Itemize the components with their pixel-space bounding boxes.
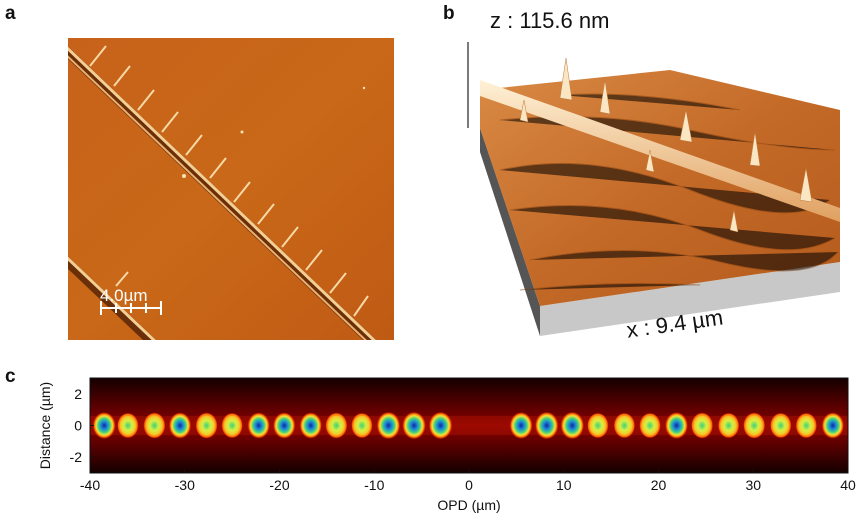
x-tick-label: -30 (175, 477, 195, 493)
afm-fiber2-main (68, 256, 156, 340)
afm-3d-rendering (440, 0, 863, 360)
interference-spot (534, 411, 559, 440)
afm-3d-svg (467, 42, 840, 336)
interference-spot (195, 412, 218, 439)
interference-spot (560, 411, 585, 440)
afm-surface (480, 70, 840, 306)
panel-letter-b: b (443, 3, 455, 24)
interference-spot (351, 412, 373, 439)
interference-spot (117, 412, 139, 439)
interference-spot (690, 412, 714, 439)
opd-heatmap-panel: -40 -30 -20 -10 0 10 20 30 40 2 0 -2 OPD (µm) Dist… (0, 360, 863, 524)
x-tick-label: 30 (745, 477, 761, 493)
afm-ridge (480, 80, 840, 222)
afm-image-svg (68, 38, 394, 340)
afm-fiber2-shadow (68, 256, 157, 340)
z-range-label: z : 115.6 nm (490, 8, 610, 33)
interference-spot (795, 412, 818, 439)
x-tick-label: -10 (364, 477, 384, 493)
y-tick-label: -2 (70, 449, 83, 465)
interference-spot (376, 411, 401, 440)
interference-spot (299, 412, 323, 439)
x-axis-label: OPD (µm) (437, 497, 500, 513)
x-tick-label: 0 (465, 477, 473, 493)
afm-fiber-edge (68, 55, 367, 340)
y-tick-label: 0 (74, 418, 82, 434)
x-tick-label: 10 (556, 477, 572, 493)
interference-spot (613, 412, 636, 439)
afm-peaks (519, 57, 813, 233)
afm-topography-image (68, 38, 394, 340)
plot-frame (89, 377, 849, 474)
interference-spot (272, 412, 296, 439)
scale-bar-label: 4.0µm (100, 286, 148, 305)
interference-spot (639, 412, 661, 439)
panel-letter-a: a (5, 3, 16, 24)
interference-spot (587, 412, 609, 439)
afm-nanowires (89, 45, 369, 317)
block-left-face (480, 128, 540, 336)
interference-spot (247, 412, 271, 439)
interference-spot (664, 411, 689, 440)
interference-spot (717, 412, 740, 439)
panel-letter-c: c (5, 366, 16, 387)
opd-heatmap-svg: -40 -30 -20 -10 0 10 20 30 40 20-2 OPD (µm) Dist… (37, 377, 856, 513)
afm-fiber-shadow (68, 46, 377, 340)
interference-spot (143, 412, 166, 439)
y-axis-label: Distance (µm) (37, 382, 53, 469)
afm-background (68, 38, 394, 340)
interference-spot (509, 411, 533, 440)
interference-spot (92, 411, 116, 440)
afm-fiber-main (68, 46, 376, 340)
block-front-face (540, 262, 840, 336)
x-tick-label: 20 (651, 477, 667, 493)
interference-spot (325, 412, 348, 439)
x-tick-label: -20 (269, 477, 289, 493)
interference-spot (821, 412, 845, 439)
interference-spot (743, 412, 766, 439)
y-tick-label: 2 (74, 386, 82, 402)
interference-spot (402, 411, 427, 440)
x-tick-label: -40 (80, 477, 100, 493)
interference-spot (168, 412, 192, 439)
x-tick-label: 40 (840, 477, 856, 493)
scale-bar (100, 301, 162, 315)
interference-spot (221, 412, 243, 439)
interference-spot (428, 411, 453, 440)
interference-spot (769, 412, 792, 439)
